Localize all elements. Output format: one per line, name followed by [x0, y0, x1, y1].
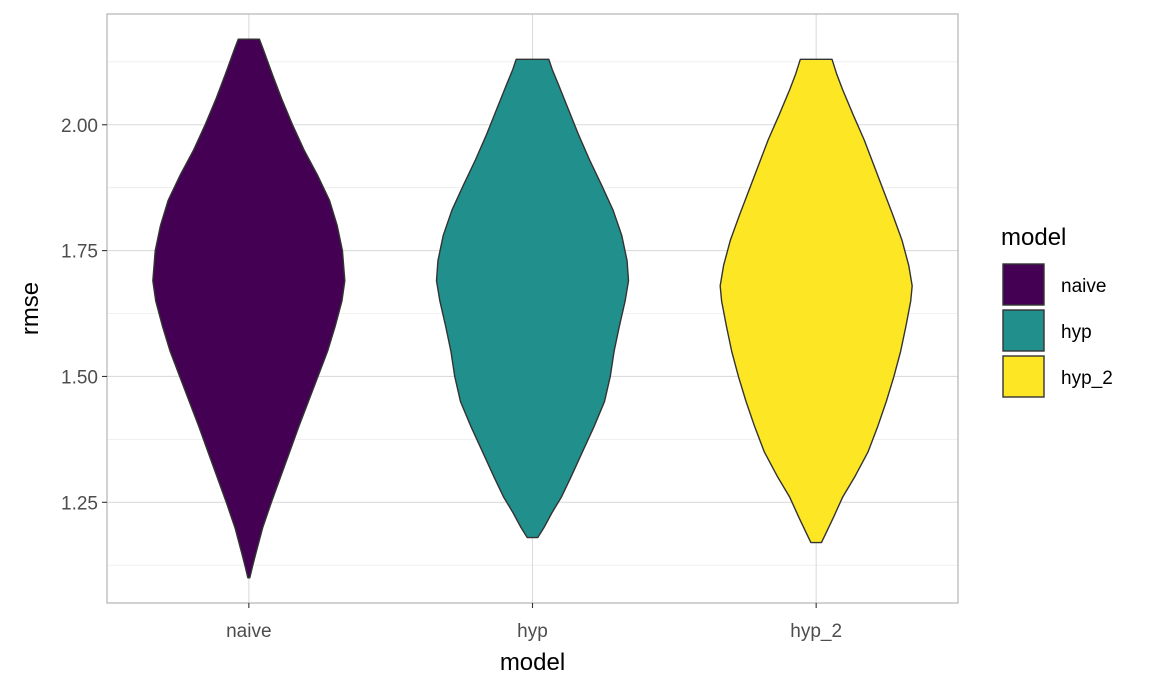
y-axis-title: rmse [17, 282, 44, 335]
x-tick-label: hyp [517, 621, 548, 642]
x-tick-label: naive [226, 621, 271, 642]
legend-label-naive: naive [1061, 276, 1106, 297]
y-tick-label: 1.50 [61, 367, 98, 388]
x-axis-ticks: naive hyp hyp_2 [226, 603, 842, 642]
y-tick-label: 1.25 [61, 493, 98, 514]
legend-swatch-hyp [1002, 309, 1045, 352]
legend-label-hyp: hyp [1061, 322, 1092, 343]
violin-hyp [435, 58, 630, 539]
violin-naive [152, 38, 346, 579]
violins [152, 38, 913, 579]
legend-label-hyp_2: hyp_2 [1061, 368, 1113, 389]
y-tick-label: 1.75 [61, 242, 98, 263]
legend: model naive hyp hyp_2 [1001, 224, 1113, 398]
legend-keys: naive hyp hyp_2 [1002, 263, 1113, 398]
violin-hyp_2 [719, 58, 913, 544]
legend-title: model [1001, 224, 1066, 251]
legend-swatch-naive [1002, 263, 1045, 306]
y-axis-ticks: 1.25 1.50 1.75 2.00 [61, 116, 107, 514]
legend-swatch-hyp_2 [1002, 355, 1045, 398]
y-tick-label: 2.00 [61, 116, 98, 137]
x-tick-label: hyp_2 [790, 621, 842, 642]
x-axis-title: model [500, 649, 565, 676]
